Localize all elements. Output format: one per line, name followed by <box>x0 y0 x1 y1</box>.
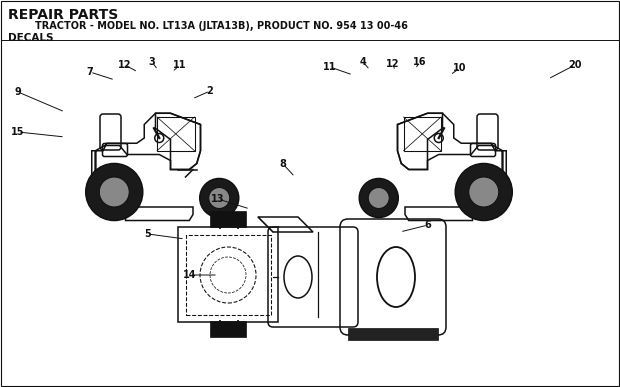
Bar <box>210 211 246 227</box>
Text: 15: 15 <box>11 127 25 137</box>
Text: 5: 5 <box>144 229 151 239</box>
Text: 13: 13 <box>211 194 224 204</box>
Circle shape <box>455 163 512 221</box>
Text: 12: 12 <box>118 60 131 70</box>
Bar <box>186 235 271 315</box>
Circle shape <box>99 177 129 207</box>
Text: 4: 4 <box>360 57 366 67</box>
Text: 9: 9 <box>15 87 21 97</box>
Bar <box>210 321 246 337</box>
Circle shape <box>469 177 498 207</box>
Circle shape <box>200 178 239 217</box>
Text: 2: 2 <box>206 86 213 96</box>
Text: 11: 11 <box>173 60 187 70</box>
Text: 7: 7 <box>87 67 94 77</box>
Text: 11: 11 <box>323 62 337 72</box>
Text: 6: 6 <box>425 220 432 230</box>
Text: TRACTOR - MODEL NO. LT13A (JLTA13B), PRODUCT NO. 954 13 00-46: TRACTOR - MODEL NO. LT13A (JLTA13B), PRO… <box>8 21 408 31</box>
Text: 14: 14 <box>184 270 197 280</box>
Circle shape <box>209 187 230 209</box>
Circle shape <box>359 178 398 217</box>
Text: REPAIR PARTS: REPAIR PARTS <box>8 8 118 22</box>
Text: DECALS: DECALS <box>8 33 53 43</box>
Text: 20: 20 <box>569 60 582 70</box>
Bar <box>157 117 195 151</box>
Circle shape <box>86 163 143 221</box>
Text: 10: 10 <box>453 63 467 73</box>
Text: 3: 3 <box>149 57 156 67</box>
Text: 12: 12 <box>386 59 400 69</box>
Circle shape <box>368 187 389 209</box>
Bar <box>348 328 438 340</box>
Text: 8: 8 <box>280 159 286 169</box>
Text: 16: 16 <box>414 57 427 67</box>
Bar <box>404 117 441 151</box>
